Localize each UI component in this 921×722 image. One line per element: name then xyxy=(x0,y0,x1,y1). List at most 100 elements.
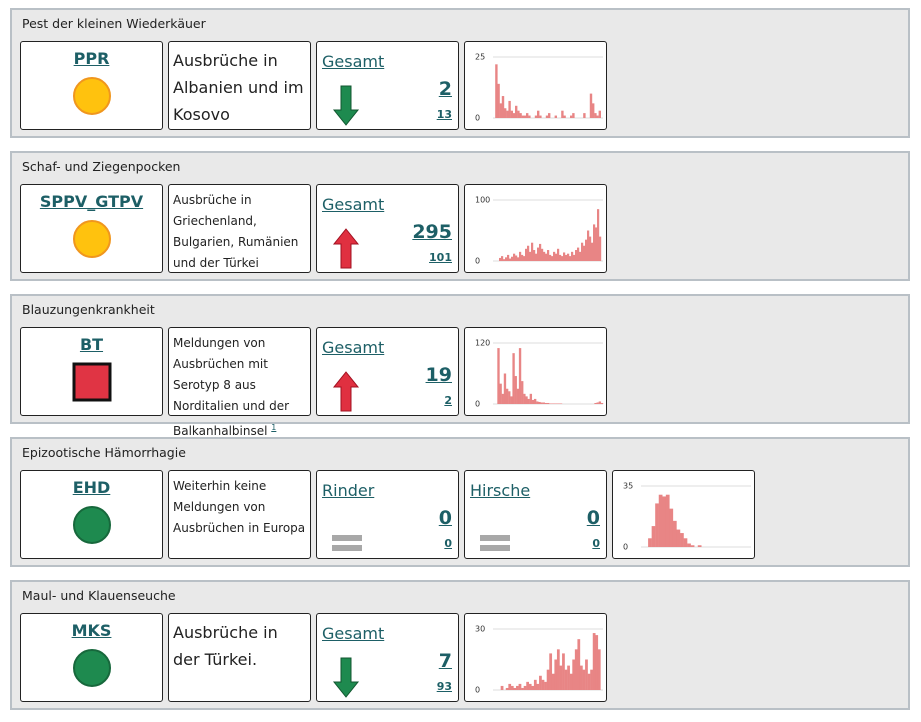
card: Gesamt 295 101 xyxy=(316,184,459,273)
bar xyxy=(536,683,540,690)
bar xyxy=(510,396,513,404)
bar xyxy=(507,254,510,261)
bar xyxy=(548,113,551,118)
bar xyxy=(510,110,513,118)
description-text: Ausbrüche in der Türkei. xyxy=(173,623,278,669)
disease-code[interactable]: EHD xyxy=(72,478,111,497)
bar xyxy=(551,673,555,690)
status-circle xyxy=(73,77,111,115)
bar xyxy=(555,403,558,404)
bar xyxy=(687,543,691,547)
bar xyxy=(662,496,667,547)
icon xyxy=(332,535,362,551)
card: Gesamt 2 13 xyxy=(316,41,459,130)
panel: Pest der kleinen Wiederkäuer PPR Ausbrüche… xyxy=(10,8,910,138)
bar xyxy=(515,105,518,118)
bar xyxy=(495,64,498,118)
bar xyxy=(592,633,596,690)
description-text: Weiterhin keine Meldungen von Ausbrüchen… xyxy=(173,479,306,535)
bar xyxy=(648,538,652,547)
disease-code[interactable]: MKS xyxy=(71,621,112,640)
bar xyxy=(569,256,572,261)
description: Weiterhin keine Meldungen von Ausbrüchen… xyxy=(173,476,306,539)
count-label[interactable]: Gesamt xyxy=(322,195,385,214)
sparkline: 0 30 xyxy=(475,625,603,695)
bar xyxy=(508,391,511,404)
bar xyxy=(587,230,590,261)
count-value[interactable]: 19 xyxy=(425,364,452,386)
panel-title: Blauzungenkrankheit xyxy=(22,302,155,317)
disease-code[interactable]: PPR xyxy=(73,49,110,68)
count-label[interactable]: Rinder xyxy=(322,481,375,500)
bar xyxy=(579,665,583,690)
sparkline: 0 120 xyxy=(475,339,604,409)
count-value[interactable]: 7 xyxy=(438,650,452,672)
count-sub[interactable]: 0 xyxy=(444,537,452,550)
bar xyxy=(525,396,528,404)
count-value[interactable]: 0 xyxy=(438,507,452,529)
card: 0 25 xyxy=(464,41,607,130)
bar xyxy=(541,679,545,690)
bar xyxy=(555,253,558,261)
bar xyxy=(544,402,548,404)
count-sub[interactable]: 13 xyxy=(436,108,452,121)
bar xyxy=(655,503,659,547)
sparkline: 0 25 xyxy=(475,53,603,123)
bar xyxy=(573,254,576,261)
bar xyxy=(501,256,504,261)
footnote[interactable]: 1 xyxy=(271,423,277,432)
bar xyxy=(536,401,539,404)
description: Meldungen von Ausbrüchen mit Serotyp 8 a… xyxy=(173,333,306,442)
bar xyxy=(539,675,542,690)
count-value[interactable]: 0 xyxy=(586,507,600,529)
bar xyxy=(521,687,524,690)
y-tick-label: 30 xyxy=(475,625,485,634)
bar xyxy=(599,236,602,261)
bar xyxy=(497,348,500,404)
bar xyxy=(510,685,514,690)
icon xyxy=(332,85,360,126)
bar xyxy=(523,393,526,404)
bar xyxy=(531,242,534,261)
bar xyxy=(598,110,601,118)
count-sub[interactable]: 0 xyxy=(592,537,600,550)
trend-down xyxy=(332,657,360,698)
bar xyxy=(554,659,558,690)
count-label[interactable]: Gesamt xyxy=(322,624,385,643)
bar xyxy=(551,403,554,404)
bar xyxy=(537,247,540,261)
disease-code[interactable]: SPPV_GTPV xyxy=(39,192,144,211)
panel: Epizootische Hämorrhagie EHD Weiterhin kei… xyxy=(10,437,910,567)
count-value[interactable]: 2 xyxy=(438,78,452,100)
bar xyxy=(517,110,520,118)
trend-up xyxy=(332,371,360,412)
card: Meldungen von Ausbrüchen mit Serotyp 8 a… xyxy=(168,327,311,438)
bar xyxy=(591,242,594,261)
y-tick-label: 0 xyxy=(475,257,480,266)
bar xyxy=(533,250,536,261)
bar xyxy=(583,245,586,261)
count-value[interactable]: 295 xyxy=(412,221,452,243)
sparkline: 0 35 xyxy=(623,482,751,552)
description-text: Meldungen von Ausbrüchen mit Serotyp 8 a… xyxy=(173,336,290,438)
bar xyxy=(577,247,580,261)
sparkline: 0 100 xyxy=(475,196,603,266)
count-sub[interactable]: 101 xyxy=(429,251,452,264)
panel-title: Epizootische Hämorrhagie xyxy=(22,445,186,460)
bar xyxy=(540,402,543,404)
trend-equal xyxy=(332,545,362,551)
count-label[interactable]: Hirsche xyxy=(470,481,531,500)
count-label[interactable]: Gesamt xyxy=(322,338,385,357)
y-tick-label: 120 xyxy=(475,339,490,348)
disease-code[interactable]: BT xyxy=(79,335,104,354)
bar xyxy=(531,685,535,690)
count-sub[interactable]: 2 xyxy=(444,394,452,407)
count-sub[interactable]: 93 xyxy=(436,680,452,693)
bar xyxy=(587,673,591,690)
bar xyxy=(518,683,522,690)
bar xyxy=(551,256,554,261)
trend-equal xyxy=(332,535,362,541)
status-square xyxy=(72,362,112,402)
icon xyxy=(73,506,111,544)
count-label[interactable]: Gesamt xyxy=(322,52,385,71)
